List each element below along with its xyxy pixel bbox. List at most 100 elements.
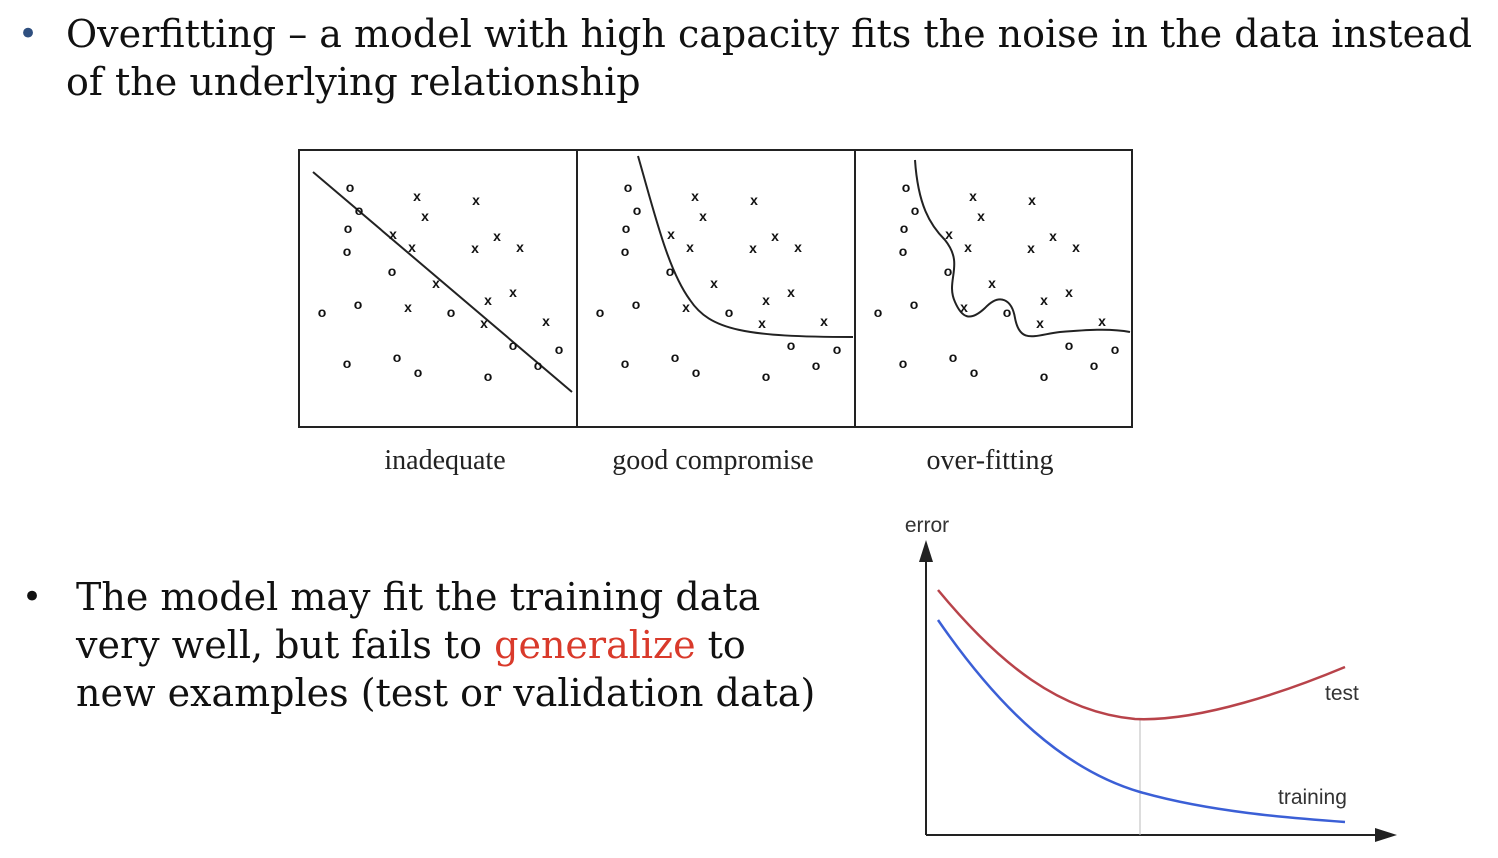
bullet-text-post: to new examples (test or validation data… — [76, 623, 816, 715]
panel-frames — [298, 149, 1133, 428]
class-x-point: x — [1049, 228, 1057, 244]
class-o-point: o — [355, 202, 364, 218]
class-x-point: x — [1036, 315, 1044, 331]
class-o-point: o — [899, 243, 908, 259]
class-o-point: o — [484, 368, 493, 384]
class-o-point: o — [509, 337, 518, 353]
class-x-point: x — [389, 226, 397, 242]
class-x-point: x — [969, 188, 977, 204]
class-x-point: x — [1027, 240, 1035, 256]
class-o-point: o — [633, 202, 642, 218]
class-x-point: x — [413, 188, 421, 204]
class-x-point: x — [484, 292, 492, 308]
class-x-point: x — [1065, 284, 1073, 300]
class-o-point: o — [354, 296, 363, 312]
class-o-point: o — [812, 357, 821, 373]
smooth-fit-curve — [637, 155, 854, 338]
class-o-point: o — [910, 296, 919, 312]
class-x-point: x — [945, 226, 953, 242]
class-x-point: x — [771, 228, 779, 244]
bullet-text-pre: The model may fit the training data very… — [76, 575, 761, 667]
class-o-point: o — [666, 263, 675, 279]
test-error-curve — [937, 589, 1346, 721]
panel-caption-inadequate: inadequate — [384, 445, 505, 476]
class-x-point: x — [471, 240, 479, 256]
class-o-point: o — [1090, 357, 1099, 373]
class-x-point: x — [691, 188, 699, 204]
class-x-point: x — [421, 208, 429, 224]
class-x-point: x — [682, 299, 690, 315]
bullet-text: Overfitting – a model with high capacity… — [66, 12, 1473, 104]
class-x-point: x — [1072, 239, 1080, 255]
linear-fit-line — [312, 171, 573, 393]
class-o-point: o — [1040, 368, 1049, 384]
class-x-point: x — [408, 239, 416, 255]
class-x-point: x — [516, 239, 524, 255]
x-axis-arrowhead — [1375, 828, 1397, 842]
bullet-marker: • — [22, 577, 43, 617]
class-o-point: o — [692, 364, 701, 380]
class-o-point: o — [944, 263, 953, 279]
class-o-point: o — [671, 349, 680, 365]
series-label-test: test — [1325, 682, 1359, 705]
class-o-point: o — [343, 243, 352, 259]
class-x-point: x — [750, 192, 758, 208]
class-o-point: o — [534, 357, 543, 373]
class-o-point: o — [596, 304, 605, 320]
class-x-point: x — [964, 239, 972, 255]
class-x-point: x — [667, 226, 675, 242]
class-o-point: o — [555, 341, 564, 357]
class-o-point: o — [414, 364, 423, 380]
class-x-point: x — [1098, 313, 1106, 329]
class-o-point: o — [388, 263, 397, 279]
class-x-point: x — [960, 299, 968, 315]
class-x-point: x — [758, 315, 766, 331]
panel-caption-good-compromise: good compromise — [612, 445, 813, 476]
class-o-point: o — [1111, 341, 1120, 357]
class-x-point: x — [404, 299, 412, 315]
class-o-point: o — [624, 179, 633, 195]
error-curve-chart: error test training — [905, 514, 1397, 842]
y-axis-label: error — [905, 514, 949, 537]
class-o-point: o — [1065, 337, 1074, 353]
class-x-point: x — [686, 239, 694, 255]
class-x-point: x — [787, 284, 795, 300]
overfit-curve — [914, 159, 1131, 338]
class-x-point: x — [432, 275, 440, 291]
class-x-point: x — [542, 313, 550, 329]
class-x-point: x — [977, 208, 985, 224]
class-x-point: x — [988, 275, 996, 291]
class-x-point: x — [794, 239, 802, 255]
panel-frame-outer — [298, 149, 1133, 428]
y-axis-arrowhead — [919, 540, 933, 562]
class-o-point: o — [833, 341, 842, 357]
highlight-generalize: generalize — [494, 623, 696, 667]
class-o-point: o — [447, 304, 456, 320]
class-x-point: x — [472, 192, 480, 208]
training-error-curve — [936, 619, 1346, 824]
class-o-point: o — [874, 304, 883, 320]
class-o-point: o — [1003, 304, 1012, 320]
class-o-point: o — [902, 179, 911, 195]
class-o-point: o — [900, 220, 909, 236]
class-o-point: o — [632, 296, 641, 312]
bullet-text: The model may fit the training data very… — [76, 573, 826, 717]
class-x-point: x — [820, 313, 828, 329]
class-x-point: x — [480, 315, 488, 331]
class-o-point: o — [346, 179, 355, 195]
class-o-point: o — [949, 349, 958, 365]
class-x-point: x — [493, 228, 501, 244]
series-label-training: training — [1278, 786, 1347, 809]
class-o-point: o — [899, 355, 908, 371]
class-o-point: o — [911, 202, 920, 218]
bullet-marker: • — [18, 14, 39, 54]
class-x-point: x — [509, 284, 517, 300]
class-o-point: o — [970, 364, 979, 380]
class-o-point: o — [622, 220, 631, 236]
class-x-point: x — [1040, 292, 1048, 308]
class-o-point: o — [621, 243, 630, 259]
class-x-point: x — [1028, 192, 1036, 208]
